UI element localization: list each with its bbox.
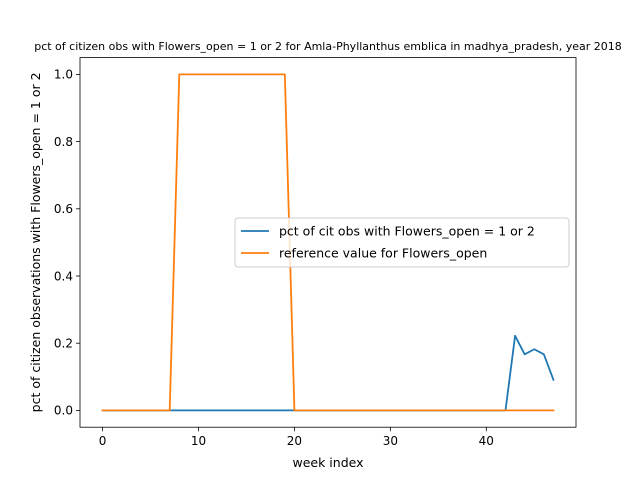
y-tick-label: 0.8 xyxy=(54,135,73,149)
legend-label-citizen-obs: pct of cit obs with Flowers_open = 1 or … xyxy=(279,224,535,239)
chart-title: pct of citizen obs with Flowers_open = 1… xyxy=(34,40,622,53)
y-axis-ticks: 0.0 0.2 0.4 0.6 0.8 1.0 xyxy=(54,68,80,418)
x-tick-label: 0 xyxy=(99,434,107,448)
y-tick-label: 0.2 xyxy=(54,337,73,351)
x-tick-label: 30 xyxy=(383,434,398,448)
x-tick-label: 20 xyxy=(287,434,302,448)
y-tick-label: 0.6 xyxy=(54,202,73,216)
x-axis-label: week index xyxy=(292,455,363,470)
x-tick-label: 40 xyxy=(479,434,494,448)
x-tick-label: 10 xyxy=(191,434,206,448)
y-tick-label: 0.0 xyxy=(54,404,73,418)
y-tick-label: 0.4 xyxy=(54,269,73,283)
x-axis-ticks: 0 10 20 30 40 xyxy=(99,427,494,448)
legend-box xyxy=(234,217,570,268)
legend: pct of cit obs with Flowers_open = 1 or … xyxy=(234,217,570,268)
plot-frame xyxy=(79,57,577,428)
y-axis-label: pct of citizen observations with Flowers… xyxy=(28,72,43,412)
y-tick-label: 1.0 xyxy=(54,68,73,82)
series-layer xyxy=(101,73,555,412)
legend-label-reference: reference value for Flowers_open xyxy=(279,246,487,261)
series-line-1 xyxy=(101,73,555,412)
